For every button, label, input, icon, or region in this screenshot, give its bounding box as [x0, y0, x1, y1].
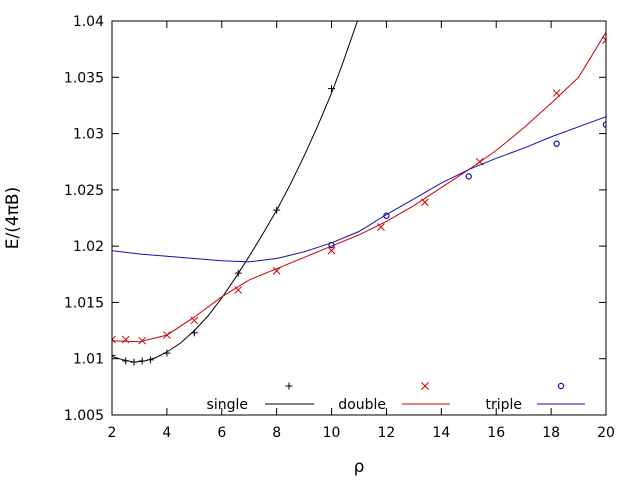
y-tick-label: 1.03: [73, 127, 104, 143]
data-point-single: [130, 358, 138, 366]
x-tick-label: 6: [217, 425, 226, 441]
data-point-single: [138, 357, 146, 365]
y-tick-label: 1.035: [64, 70, 104, 86]
series-line-triple: [112, 116, 606, 263]
legend-label-triple: triple: [485, 397, 522, 413]
legend-marker-single: [285, 382, 293, 390]
data-point-double: [163, 331, 171, 339]
x-tick-label: 16: [487, 425, 505, 441]
data-point-double: [112, 335, 116, 344]
data-point-single: [234, 269, 242, 277]
data-point-double: [377, 223, 385, 231]
data-point-double: [121, 335, 130, 344]
legend-entry-triple: triple: [485, 382, 585, 413]
plot-area: [112, 21, 606, 366]
series-line-single: [112, 21, 358, 363]
x-tick-label: 18: [542, 425, 560, 441]
series-line-double: [112, 32, 606, 343]
data-point-single: [163, 349, 171, 357]
data-point-single: [146, 356, 154, 364]
legend-marker-triple: [557, 382, 565, 390]
data-point-triple: [602, 121, 606, 128]
y-tick-label: 1.015: [64, 295, 104, 311]
x-tick-label: 10: [323, 425, 341, 441]
x-tick-label: 8: [272, 425, 281, 441]
data-point-single: [112, 351, 116, 359]
data-point-triple: [553, 140, 560, 147]
x-axis-title: ρ: [354, 457, 365, 477]
y-tick-label: 1.04: [73, 14, 104, 30]
data-point-single: [122, 357, 130, 365]
data-point-double: [602, 36, 606, 44]
y-tick-label: 1.025: [64, 183, 104, 199]
data-point-double: [234, 286, 243, 294]
axis-ticks: 2 4 6 8 10 12 14 16 18 20 1.005 1.01 1.015 1.02 1.025 1…: [64, 14, 615, 441]
data-point-triple: [383, 212, 390, 219]
y-tick-label: 1.01: [73, 352, 104, 368]
data-point-single: [190, 329, 198, 337]
y-tick-label: 1.02: [73, 239, 104, 255]
legend: single double triple: [207, 382, 585, 413]
legend-marker-double: [421, 382, 429, 390]
y-tick-label: 1.005: [64, 408, 104, 424]
data-point-triple: [465, 173, 472, 180]
legend-entry-single: single: [207, 382, 314, 413]
data-point-double: [138, 336, 147, 345]
data-point-double: [272, 267, 281, 275]
data-point-single: [328, 85, 336, 93]
data-point-double: [421, 198, 429, 207]
data-point-single: [273, 206, 281, 214]
data-point-triple: [328, 241, 335, 249]
data-point-double: [190, 316, 199, 325]
x-tick-label: 12: [378, 425, 396, 441]
legend-label-double: double: [338, 397, 386, 413]
legend-entry-double: double: [338, 382, 450, 413]
data-point-double: [327, 246, 336, 255]
x-tick-label: 4: [162, 425, 171, 441]
x-tick-label: 14: [432, 425, 450, 441]
plot-frame: [111, 20, 607, 416]
x-tick-label: 2: [108, 425, 117, 441]
legend-label-single: single: [207, 397, 248, 413]
data-point-double: [552, 89, 561, 97]
x-tick-label: 20: [597, 425, 615, 441]
y-axis-title: E/(4πB): [3, 187, 23, 249]
